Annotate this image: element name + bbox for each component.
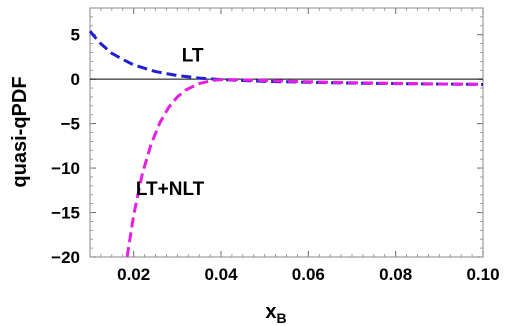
y-tick-label: −5 xyxy=(61,115,80,134)
x-tick-label: 0.04 xyxy=(204,265,238,284)
axis-ticks xyxy=(89,7,484,258)
plot-frame xyxy=(89,7,484,258)
y-tick-label: 0 xyxy=(71,70,80,89)
series-line-lt xyxy=(88,30,484,86)
x-tick-label: 0.08 xyxy=(379,265,412,284)
x-axis-title-main: x xyxy=(265,301,276,323)
axis-tick-labels: 0.02 0.04 0.06 0.08 0.10 5 0 −5 −10 −15 −20 xyxy=(51,26,499,284)
series-line-lt-nlt xyxy=(125,78,484,258)
y-axis-title: quasi-qPDF xyxy=(9,76,31,187)
curve-label-lt: LT xyxy=(182,45,204,66)
y-tick-label: −15 xyxy=(51,204,80,223)
x-tick-label: 0.02 xyxy=(117,265,150,284)
curve-annotations: LT LT+NLT xyxy=(136,45,205,199)
x-axis-title: xB xyxy=(265,301,286,326)
x-tick-label: 0.06 xyxy=(292,265,325,284)
y-tick-label: 5 xyxy=(71,26,80,45)
y-tick-label: −10 xyxy=(51,159,80,178)
y-tick-label: −20 xyxy=(51,248,80,267)
curve-label-lt-nlt: LT+NLT xyxy=(136,179,205,200)
series-group xyxy=(88,30,484,258)
x-tick-label: 0.10 xyxy=(466,265,499,284)
x-axis-title-subscript: B xyxy=(277,310,287,326)
